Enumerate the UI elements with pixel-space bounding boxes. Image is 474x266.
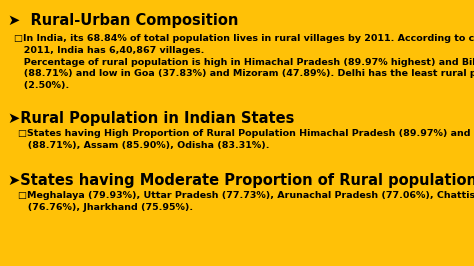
Text: □Meghalaya (79.93%), Uttar Pradesh (77.73%), Arunachal Pradesh (77.06%), Chattis: □Meghalaya (79.93%), Uttar Pradesh (77.7… <box>18 191 474 212</box>
Text: ➤  Rural-Urban Composition: ➤ Rural-Urban Composition <box>8 13 238 28</box>
Text: ➤Rural Population in Indian States: ➤Rural Population in Indian States <box>8 111 294 126</box>
FancyBboxPatch shape <box>4 4 470 262</box>
Text: □In India, its 68.84% of total population lives in rural villages by 2011. Accor: □In India, its 68.84% of total populatio… <box>14 34 474 90</box>
Text: □States having High Proportion of Rural Population Himachal Pradesh (89.97%) and: □States having High Proportion of Rural … <box>18 129 474 150</box>
Text: ➤States having Moderate Proportion of Rural population: ➤States having Moderate Proportion of Ru… <box>8 173 474 188</box>
